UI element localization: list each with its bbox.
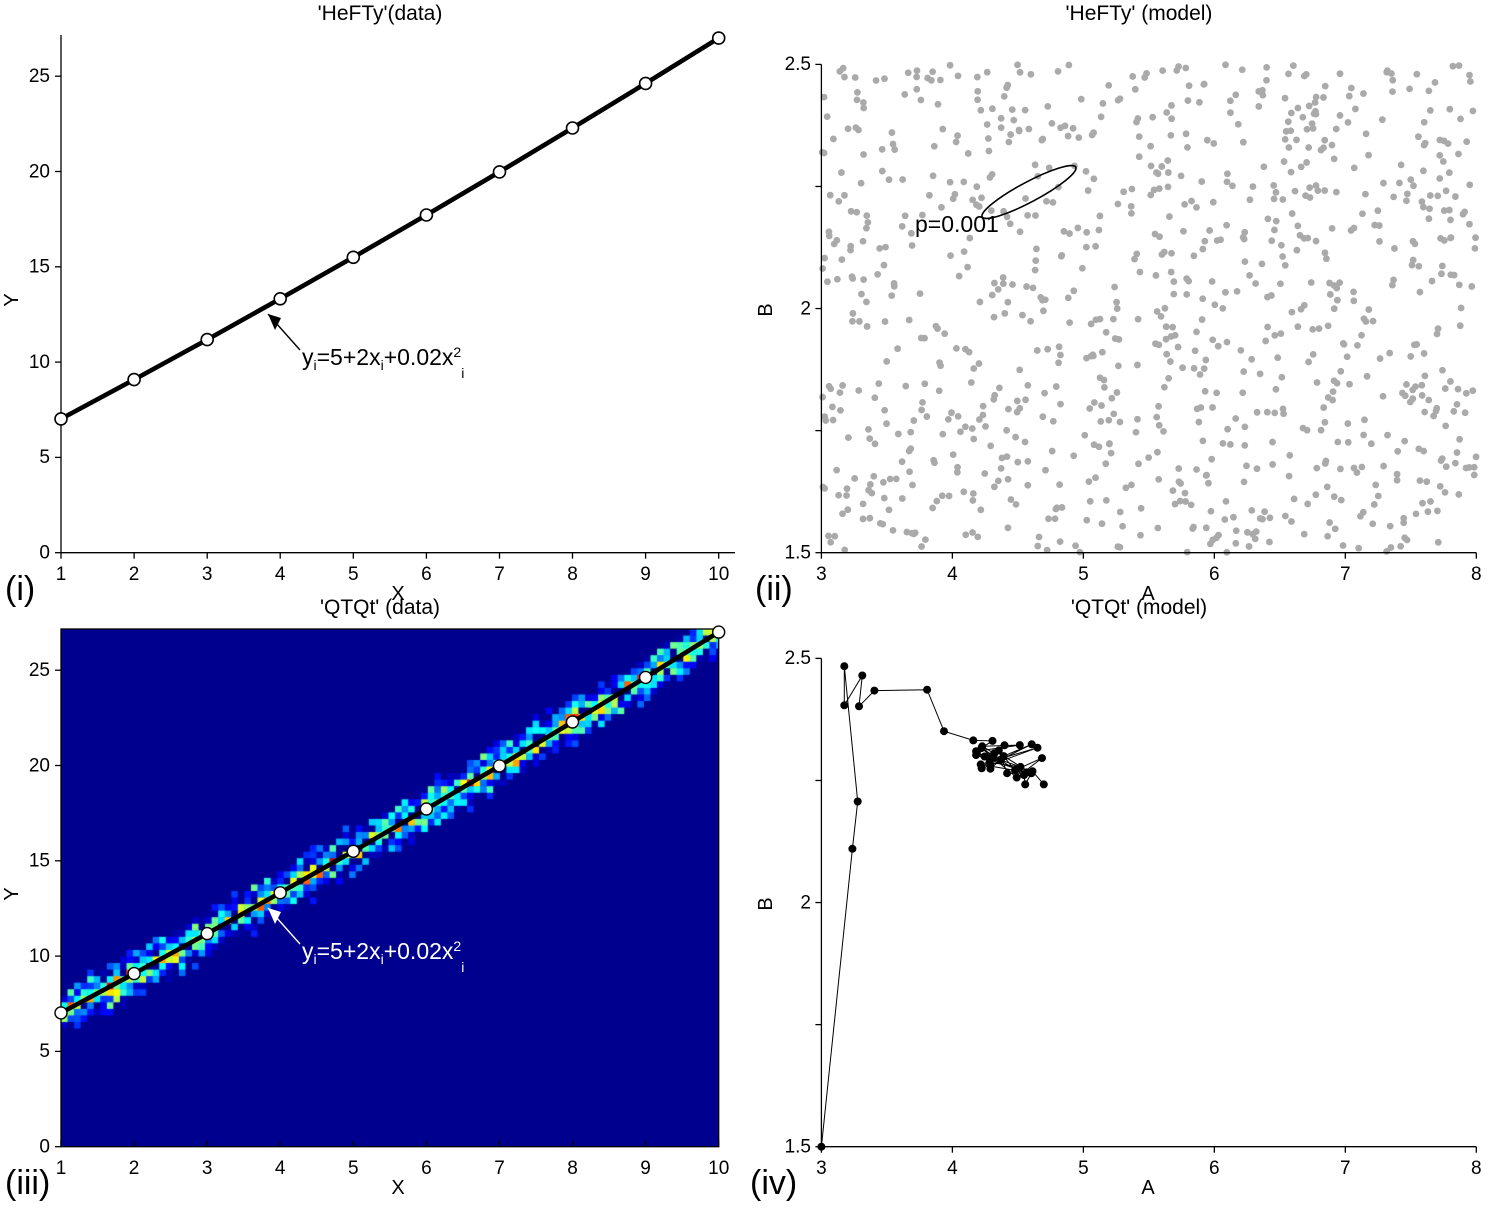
svg-text:Y: Y xyxy=(1,293,23,306)
svg-text:0: 0 xyxy=(39,543,50,564)
svg-text:4: 4 xyxy=(275,1158,286,1179)
svg-text:Y: Y xyxy=(1,887,23,900)
svg-text:4: 4 xyxy=(275,564,286,585)
svg-text:5: 5 xyxy=(348,1158,359,1179)
svg-text:2: 2 xyxy=(800,298,811,319)
svg-text:X: X xyxy=(391,1177,404,1199)
svg-text:2.5: 2.5 xyxy=(785,54,811,75)
svg-text:25: 25 xyxy=(29,66,50,87)
svg-text:1: 1 xyxy=(56,564,67,585)
svg-text:5: 5 xyxy=(39,1041,50,1062)
svg-text:1: 1 xyxy=(56,1158,67,1179)
svg-text:8: 8 xyxy=(567,564,578,585)
svg-text:(iv): (iv) xyxy=(750,1164,797,1202)
svg-text:7: 7 xyxy=(1340,564,1351,585)
svg-text:2: 2 xyxy=(129,564,140,585)
svg-text:7: 7 xyxy=(494,564,505,585)
svg-text:10: 10 xyxy=(29,946,50,967)
svg-text:5: 5 xyxy=(348,564,359,585)
svg-text:0: 0 xyxy=(39,1137,50,1158)
svg-text:6: 6 xyxy=(421,1158,432,1179)
svg-text:5: 5 xyxy=(1078,564,1089,585)
svg-text:6: 6 xyxy=(421,564,432,585)
svg-text:B: B xyxy=(755,897,777,910)
svg-text:'QTQt' (model): 'QTQt' (model) xyxy=(1071,596,1207,619)
svg-text:3: 3 xyxy=(816,1158,827,1179)
svg-text:3: 3 xyxy=(816,564,827,585)
svg-text:10: 10 xyxy=(29,352,50,373)
svg-text:B: B xyxy=(755,303,777,316)
svg-text:10: 10 xyxy=(708,1158,729,1179)
svg-text:6: 6 xyxy=(1209,564,1220,585)
svg-text:20: 20 xyxy=(29,161,50,182)
svg-text:yi=5+2xi+0.02x2i: yi=5+2xi+0.02x2i xyxy=(302,344,464,381)
svg-text:p=0.001: p=0.001 xyxy=(915,211,999,237)
svg-text:6: 6 xyxy=(1209,1158,1220,1179)
svg-text:3: 3 xyxy=(202,564,213,585)
svg-text:'QTQt' (data): 'QTQt' (data) xyxy=(320,596,440,619)
svg-text:5: 5 xyxy=(1078,1158,1089,1179)
svg-text:'HeFTy' (model): 'HeFTy' (model) xyxy=(1066,2,1213,25)
svg-text:8: 8 xyxy=(567,1158,578,1179)
svg-text:'HeFTy'(data): 'HeFTy'(data) xyxy=(318,2,443,25)
svg-text:3: 3 xyxy=(202,1158,213,1179)
svg-text:(iii): (iii) xyxy=(5,1164,50,1202)
svg-text:8: 8 xyxy=(1471,1158,1482,1179)
svg-text:15: 15 xyxy=(29,851,50,872)
svg-text:10: 10 xyxy=(708,564,729,585)
svg-text:4: 4 xyxy=(947,1158,958,1179)
svg-text:A: A xyxy=(1141,1177,1155,1199)
svg-text:7: 7 xyxy=(1340,1158,1351,1179)
svg-text:15: 15 xyxy=(29,257,50,278)
svg-text:25: 25 xyxy=(29,660,50,681)
svg-text:7: 7 xyxy=(494,1158,505,1179)
svg-text:9: 9 xyxy=(640,564,651,585)
svg-text:5: 5 xyxy=(39,447,50,468)
svg-text:20: 20 xyxy=(29,755,50,776)
svg-text:4: 4 xyxy=(947,564,958,585)
svg-text:9: 9 xyxy=(640,1158,651,1179)
svg-text:1.5: 1.5 xyxy=(785,543,811,564)
svg-text:2.5: 2.5 xyxy=(785,648,811,669)
svg-text:1.5: 1.5 xyxy=(785,1137,811,1158)
svg-text:8: 8 xyxy=(1471,564,1482,585)
svg-text:2: 2 xyxy=(129,1158,140,1179)
svg-text:2: 2 xyxy=(800,892,811,913)
